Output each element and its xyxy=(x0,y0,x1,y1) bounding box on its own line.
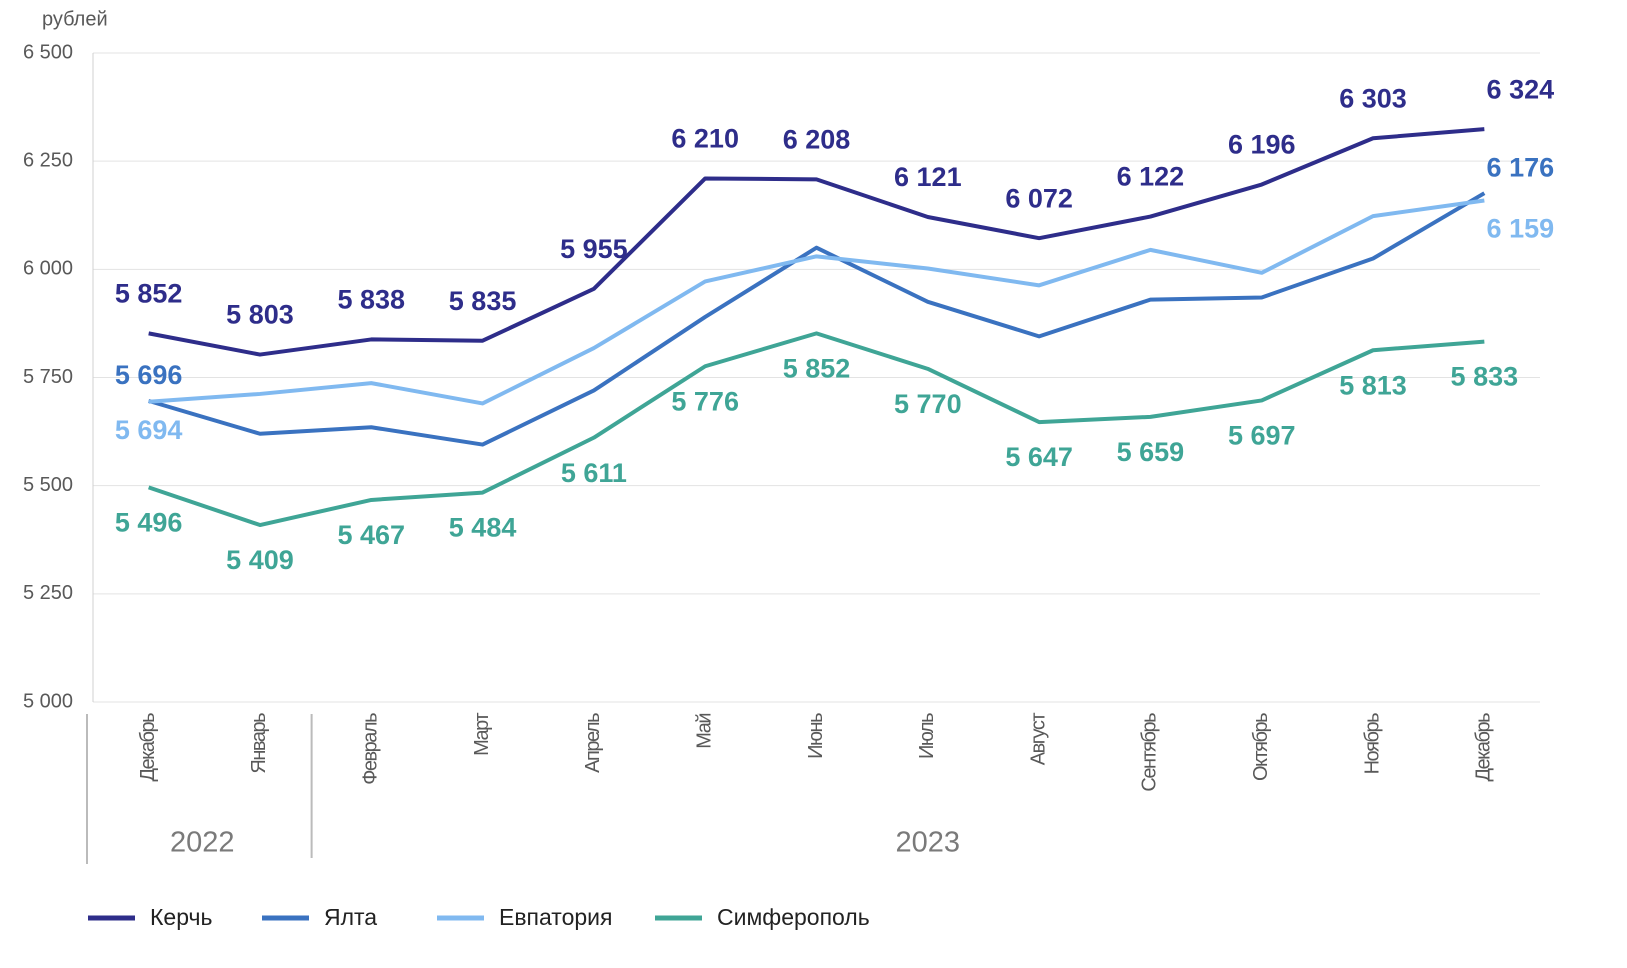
y-tick-label: 5 500 xyxy=(23,474,73,496)
legend-label: Керчь xyxy=(150,904,212,930)
x-tick-label: Март xyxy=(471,713,493,756)
data-label: 5 694 xyxy=(115,415,183,445)
y-axis-label: рублей xyxy=(42,8,108,30)
data-label: 6 072 xyxy=(1005,183,1073,213)
data-label: 5 852 xyxy=(783,353,851,383)
data-label: 6 196 xyxy=(1228,130,1296,160)
data-label: 5 697 xyxy=(1228,421,1296,451)
data-label: 5 496 xyxy=(115,508,183,538)
data-label: 6 176 xyxy=(1487,152,1555,182)
x-tick-label: Июль xyxy=(916,713,938,759)
legend-label: Ялта xyxy=(324,904,377,930)
data-label: 5 833 xyxy=(1451,362,1519,392)
y-tick-label: 6 000 xyxy=(23,258,73,280)
series-line xyxy=(148,331,1485,528)
data-label: 6 303 xyxy=(1339,83,1407,113)
data-label: 5 696 xyxy=(115,360,183,390)
data-label: 5 409 xyxy=(226,545,294,575)
year-label: 2022 xyxy=(170,827,235,859)
x-tick-label: Сентябрь xyxy=(1139,713,1161,792)
x-tick-label: Февраль xyxy=(360,713,382,785)
data-label: 5 647 xyxy=(1005,442,1073,472)
y-tick-label: 5 750 xyxy=(23,366,73,388)
data-label: 5 955 xyxy=(560,234,628,264)
data-label: 6 121 xyxy=(894,162,962,192)
data-label: 6 324 xyxy=(1487,74,1555,104)
data-label: 5 659 xyxy=(1117,437,1185,467)
x-tick-label: Ноябрь xyxy=(1361,713,1383,774)
data-label: 5 776 xyxy=(671,386,739,416)
data-label: 6 210 xyxy=(671,124,739,154)
series-line xyxy=(148,127,1485,357)
data-label: 5 852 xyxy=(115,278,183,308)
data-label: 6 208 xyxy=(783,124,851,154)
data-label: 5 803 xyxy=(226,300,294,330)
series-line xyxy=(148,191,1486,447)
legend-label: Евпатория xyxy=(499,904,612,930)
x-tick-label: Декабрь xyxy=(1473,713,1495,782)
x-tick-label: Май xyxy=(693,714,715,749)
data-label: 5 467 xyxy=(337,520,405,550)
y-tick-label: 6 500 xyxy=(23,41,73,63)
year-label: 2023 xyxy=(896,827,961,859)
y-tick-label: 5 250 xyxy=(23,582,73,604)
data-label: 5 611 xyxy=(561,458,627,488)
legend-label: Симферополь xyxy=(717,904,870,930)
data-label: 5 813 xyxy=(1339,370,1407,400)
x-tick-label: Январь xyxy=(248,713,270,774)
y-tick-label: 6 250 xyxy=(23,149,73,171)
data-label: 6 159 xyxy=(1487,214,1555,244)
x-tick-label: Декабрь xyxy=(137,713,159,782)
x-tick-label: Июнь xyxy=(805,713,827,759)
series-line xyxy=(148,198,1485,406)
data-label: 6 122 xyxy=(1117,162,1185,192)
x-tick-label: Август xyxy=(1027,713,1049,766)
data-label: 5 770 xyxy=(894,389,962,419)
data-label: 5 835 xyxy=(449,286,517,316)
x-tick-label: Апрель xyxy=(582,713,604,773)
x-tick-label: Октябрь xyxy=(1250,713,1272,781)
data-label: 5 838 xyxy=(337,285,405,315)
y-tick-label: 5 000 xyxy=(23,690,73,712)
data-label: 5 484 xyxy=(449,513,517,543)
